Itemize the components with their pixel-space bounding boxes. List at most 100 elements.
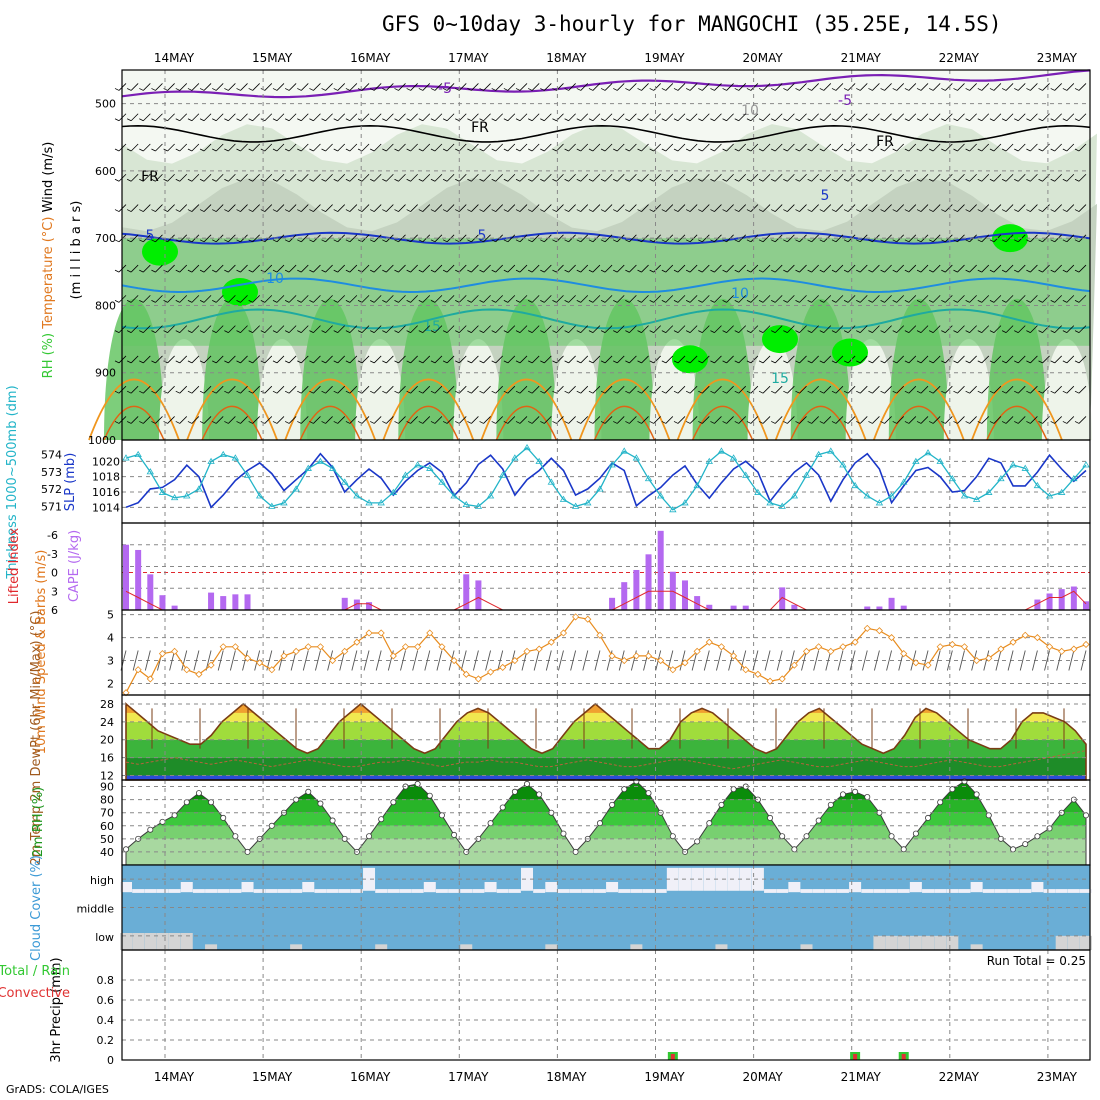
wind-barb	[916, 204, 929, 212]
wind-barb	[126, 264, 139, 273]
wind-barb	[139, 264, 151, 273]
wind-barb	[540, 385, 552, 394]
wind-barb	[698, 325, 710, 333]
wind-barb	[163, 416, 175, 424]
wind-barb	[746, 204, 759, 212]
wind-barb	[600, 416, 613, 424]
wind-barb	[151, 83, 163, 91]
rh-point	[839, 791, 846, 798]
wind-barb	[552, 295, 564, 303]
wind-barb	[394, 264, 406, 273]
temp-band	[126, 775, 1086, 780]
wind-barb	[722, 173, 734, 182]
thickness-point	[754, 488, 762, 495]
wind-barb	[345, 234, 358, 243]
wind-barb	[904, 113, 917, 122]
wind-barb	[916, 416, 929, 424]
cape-bar	[1083, 601, 1089, 610]
cloud-high-bar	[836, 889, 849, 893]
thickness-point	[377, 499, 385, 506]
thickness-point	[693, 481, 701, 489]
wind-barb	[442, 355, 455, 364]
thickness-point	[146, 468, 155, 475]
cloud-high-bar	[448, 889, 461, 893]
wind-barb-10m	[424, 650, 431, 671]
wind-speed-point	[924, 661, 932, 669]
wind-barb	[503, 264, 516, 273]
wind-barb	[418, 325, 431, 333]
rh-point	[560, 830, 567, 837]
wind-barb	[175, 113, 188, 122]
wind-barb	[734, 173, 747, 182]
wind-barb	[1001, 264, 1014, 273]
wind-barb	[236, 83, 248, 91]
wind-barb-10m	[1044, 650, 1050, 671]
wind-barb	[649, 295, 661, 303]
wind-barb-10m	[229, 650, 236, 671]
wind-barb	[564, 264, 576, 273]
wind-barb	[394, 295, 406, 303]
cloud-high-bar	[606, 882, 619, 893]
wind-barb	[503, 416, 516, 424]
thickness-point	[316, 457, 325, 464]
wind-barb	[564, 416, 576, 424]
wind-barb	[989, 355, 1002, 364]
wind-barb-10m	[545, 650, 552, 671]
thickness-point	[511, 454, 519, 461]
wind-barb	[758, 143, 771, 152]
cape-bar	[864, 606, 871, 610]
wind-barb	[297, 113, 309, 122]
wind-barb	[527, 295, 540, 303]
wind-barb-10m	[314, 650, 321, 671]
wind-barb	[916, 113, 929, 122]
cloud-high-bar	[314, 889, 327, 893]
wind-barb	[236, 143, 248, 152]
wind-barb	[442, 173, 455, 182]
wind-barb	[382, 416, 394, 424]
wind-barb	[1062, 264, 1075, 273]
wind-barb	[479, 173, 491, 182]
rh-point	[438, 812, 445, 819]
wind-barb	[625, 113, 637, 122]
wind-barb	[831, 234, 844, 243]
wind-barb	[771, 385, 783, 394]
wind-barb	[722, 295, 734, 303]
wind-barb	[625, 416, 637, 424]
wind-speed-point	[535, 645, 543, 653]
date-label-bottom: 22MAY	[939, 1070, 980, 1084]
cape-bar	[1034, 599, 1041, 610]
wind-speed-point	[863, 624, 871, 632]
wind-barb	[1050, 173, 1062, 182]
wind-barb	[248, 355, 260, 364]
wind-barb	[904, 416, 917, 424]
wind-barb	[515, 113, 528, 122]
wind-barb	[1062, 416, 1075, 424]
wind-barb	[1074, 416, 1087, 424]
wind-barb	[953, 83, 965, 91]
wind-barb	[309, 143, 321, 152]
slp-tick-label: 1020	[92, 455, 120, 468]
wind-barb	[527, 204, 540, 212]
wind-barb	[916, 355, 929, 364]
wind-barb	[685, 143, 698, 152]
wind-barb-10m	[533, 650, 540, 671]
wind-barb	[1050, 355, 1062, 364]
rh-band	[126, 799, 1086, 813]
wind-barb	[661, 416, 674, 424]
wind-barb	[394, 325, 406, 333]
wind-barb	[151, 264, 163, 273]
wind-barb	[199, 173, 212, 182]
wind-barb	[1074, 325, 1087, 333]
rh-point	[293, 796, 300, 803]
temp-tick-label: 28	[100, 698, 114, 711]
cloud-low-bar	[946, 935, 959, 950]
wind-barb	[479, 264, 491, 273]
wind-barb	[491, 264, 503, 273]
wind-barb	[151, 234, 163, 243]
temperature-contour-hot	[691, 405, 754, 441]
wind-barb	[771, 113, 783, 122]
temp-tick-label: 24	[100, 716, 114, 729]
wind-barb	[856, 325, 868, 333]
wind-barb	[904, 264, 917, 273]
thickness-point	[1045, 492, 1054, 499]
